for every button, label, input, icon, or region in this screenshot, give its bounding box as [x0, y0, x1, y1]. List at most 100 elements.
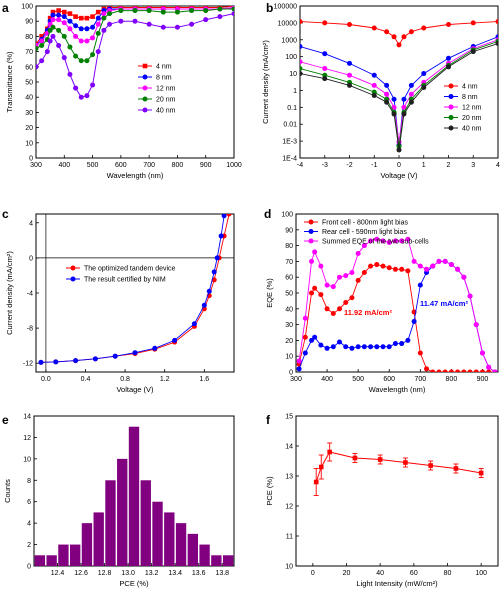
- data-point: [318, 342, 324, 348]
- data-point: [337, 274, 343, 280]
- y-tick-label: 10: [25, 140, 33, 147]
- annotation: 11.47 mA/cm²: [420, 299, 468, 308]
- x-tick-label: -3: [322, 162, 328, 169]
- data-point: [411, 258, 417, 264]
- data-point: [337, 306, 343, 312]
- data-point: [39, 58, 45, 64]
- data-point: [424, 366, 430, 372]
- data-point: [448, 262, 454, 268]
- y-tick-label: 90: [285, 227, 293, 234]
- y-tick-label: 8: [27, 478, 31, 485]
- y-tick-label: 4: [29, 220, 33, 227]
- x-tick-label: 60: [410, 570, 418, 577]
- x-tick-label: 500: [352, 376, 364, 383]
- legend-label: 12 nm: [156, 86, 176, 93]
- data-point: [396, 143, 402, 149]
- y-tick-label: 60: [285, 275, 293, 282]
- data-point: [486, 364, 492, 370]
- data-point: [78, 38, 84, 44]
- plot-area: [296, 236, 498, 372]
- x-tick-label: 700: [143, 162, 155, 169]
- data-point: [73, 358, 79, 364]
- y-axis-title: EQE (%): [265, 278, 274, 308]
- legend-label: 8 nm: [156, 75, 172, 82]
- data-point: [368, 263, 374, 269]
- data-point: [405, 337, 411, 343]
- data-point: [201, 302, 207, 308]
- data-point: [132, 18, 138, 24]
- data-point: [318, 292, 324, 298]
- data-point: [84, 26, 90, 32]
- y-tick-label: 1E-4: [282, 156, 297, 163]
- data-point: [347, 72, 352, 78]
- data-point: [211, 269, 217, 275]
- legend-marker: [448, 83, 454, 89]
- x-tick-label: 1: [422, 162, 426, 169]
- x-tick-label: 3: [471, 162, 475, 169]
- data-point: [73, 14, 78, 19]
- x-axis-title: Wavelength (nm): [107, 171, 164, 180]
- data-point: [39, 43, 45, 49]
- data-point: [53, 359, 59, 365]
- data-point: [428, 463, 433, 468]
- legend-marker: [142, 96, 148, 102]
- data-point: [401, 104, 407, 110]
- x-tick-label: 13.8: [215, 570, 229, 577]
- legend-label: 40 nm: [462, 126, 482, 133]
- x-tick-label: 900: [200, 162, 212, 169]
- data-point: [191, 321, 197, 327]
- y-axis-title: Counts: [3, 479, 12, 503]
- x-axis-title: Voltage (V): [380, 171, 418, 180]
- data-point: [371, 25, 377, 31]
- data-point: [84, 15, 90, 21]
- data-point: [214, 255, 220, 261]
- y-tick-label: 1000: [281, 37, 297, 44]
- plot-area: [36, 6, 234, 100]
- x-tick-label: 13.6: [192, 570, 206, 577]
- data-point: [349, 345, 355, 351]
- data-point: [424, 266, 430, 272]
- data-point: [467, 293, 473, 299]
- legend-marker: [308, 238, 314, 244]
- y-tick-label: 90: [25, 19, 33, 26]
- data-point: [399, 266, 405, 272]
- data-point: [118, 18, 124, 24]
- legend-label: 8 nm: [462, 94, 478, 101]
- data-point: [67, 71, 73, 77]
- legend-marker: [448, 104, 454, 110]
- data-point: [401, 34, 407, 40]
- data-point: [95, 9, 101, 15]
- data-point: [380, 263, 386, 269]
- data-point: [300, 59, 303, 65]
- x-tick-label: 0.8: [120, 376, 130, 383]
- data-point: [84, 38, 90, 44]
- data-point: [56, 17, 62, 23]
- data-point: [448, 369, 454, 372]
- plot-area: [36, 214, 234, 372]
- data-point: [318, 464, 324, 470]
- y-tick-label: 0: [29, 255, 33, 262]
- x-tick-label: 13.0: [121, 570, 135, 577]
- annotation: 11.92 mA/cm²: [344, 308, 392, 317]
- x-axis-title: Light Intensity (mW/cm²): [356, 579, 438, 588]
- data-point: [349, 269, 355, 275]
- y-tick-label: -4: [27, 291, 33, 298]
- data-point: [436, 258, 442, 264]
- data-point: [47, 38, 53, 44]
- data-point: [61, 33, 67, 39]
- data-point: [217, 14, 223, 20]
- data-point: [384, 29, 390, 35]
- legend-label: Rear cell - 590nm light bias: [322, 229, 407, 236]
- data-point: [318, 263, 324, 269]
- data-point: [174, 9, 180, 15]
- data-point: [44, 49, 50, 55]
- data-point: [322, 51, 328, 57]
- x-tick-label: 80: [444, 570, 452, 577]
- data-point: [47, 15, 53, 21]
- panel-d: d 300 400 500 600 700 800 900 0 10 20 30 40 50 60 70 80 9…: [264, 207, 499, 394]
- y-tick-label: 20: [25, 125, 33, 132]
- x-tick-label: 600: [383, 376, 395, 383]
- y-tick-label: 30: [285, 322, 293, 329]
- plot-frame: [35, 5, 235, 159]
